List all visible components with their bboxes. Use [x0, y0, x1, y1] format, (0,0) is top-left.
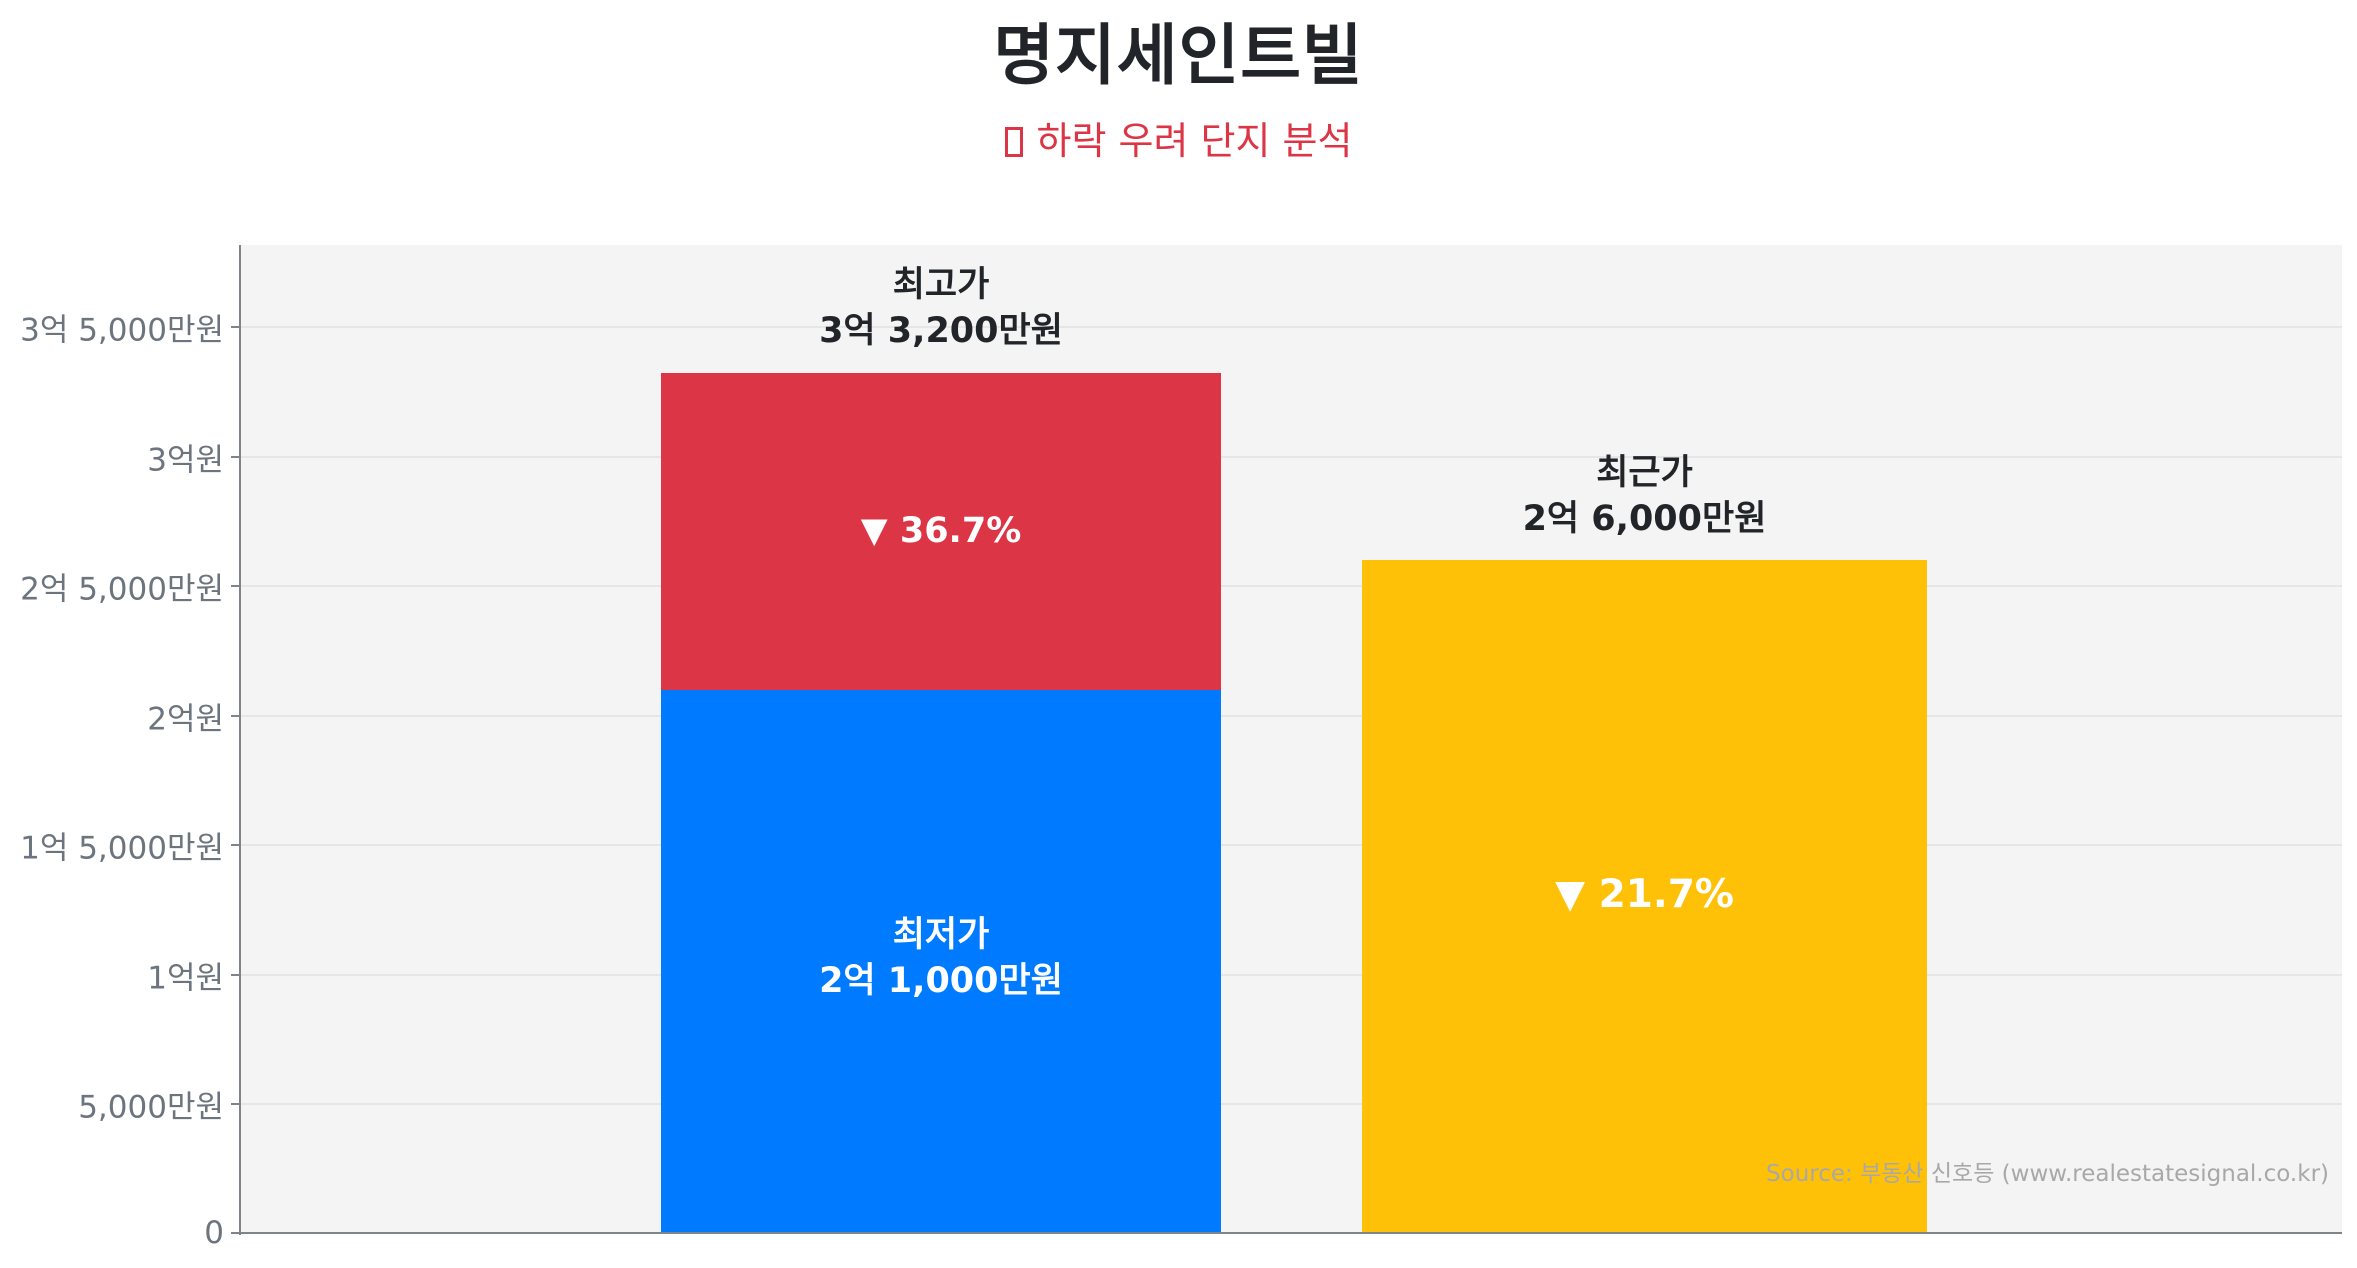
peak-name: 최고가: [892, 265, 990, 305]
bar-recent: [1362, 560, 1927, 1233]
lowest-value: 2억 1,000만원: [819, 961, 1063, 1001]
plot-area: [241, 245, 2342, 1233]
y-tick: [231, 456, 240, 458]
gridline: [241, 974, 2342, 976]
gridline: [241, 715, 2342, 717]
chart-subtitle: 하락 우려 단지 분석: [0, 110, 2357, 165]
y-tick: [231, 326, 240, 328]
gridline: [241, 585, 2342, 587]
y-tick: [231, 1232, 240, 1234]
gridline: [241, 844, 2342, 846]
y-tick: [231, 974, 240, 976]
x-axis: [239, 1232, 2342, 1234]
y-tick-label: 1억 5,000만원: [20, 830, 224, 867]
y-axis: [239, 245, 241, 1235]
y-tick-label: 0: [204, 1215, 224, 1251]
peak-drop-label: ▼ 36.7%: [860, 511, 1022, 551]
gridline: [241, 1103, 2342, 1105]
y-tick: [231, 844, 240, 846]
lowest-name: 최저가: [892, 915, 990, 955]
y-tick-label: 2억 5,000만원: [20, 571, 224, 608]
y-tick-label: 3억 5,000만원: [20, 312, 224, 349]
y-tick-label: 2억원: [147, 701, 224, 738]
recent-value: 2억 6,000만원: [1522, 499, 1767, 539]
bar-lowest: [661, 690, 1221, 1233]
recent-name: 최근가: [1596, 453, 1693, 493]
y-tick-label: 3억원: [147, 442, 224, 479]
y-tick: [231, 585, 240, 587]
peak-label: 최고가 3억 3,200만원: [661, 262, 1221, 354]
bar-peak-drop: [661, 373, 1221, 690]
recent-label: 최근가 2억 6,000만원: [1362, 450, 1927, 542]
chart-title: 명지세인트빌: [993, 17, 1364, 94]
lowest-label: 최저가 2억 1,000만원: [661, 912, 1221, 1004]
peak-value: 3억 3,200만원: [819, 311, 1063, 351]
missing-glyph-icon: [1004, 127, 1023, 157]
y-tick-label: 5,000만원: [78, 1089, 224, 1126]
gridline: [241, 326, 2342, 328]
y-tick-label: 1억원: [147, 960, 224, 997]
y-tick: [231, 1103, 240, 1105]
subtitle-text: 하락 우려 단지 분석: [1036, 119, 1353, 163]
source-note: Source: 부동산 신호등 (www.realestatesignal.co…: [1766, 1161, 2329, 1187]
y-tick: [231, 715, 240, 717]
recent-drop-label: ▼ 21.7%: [1555, 872, 1734, 917]
gridline: [241, 456, 2342, 458]
